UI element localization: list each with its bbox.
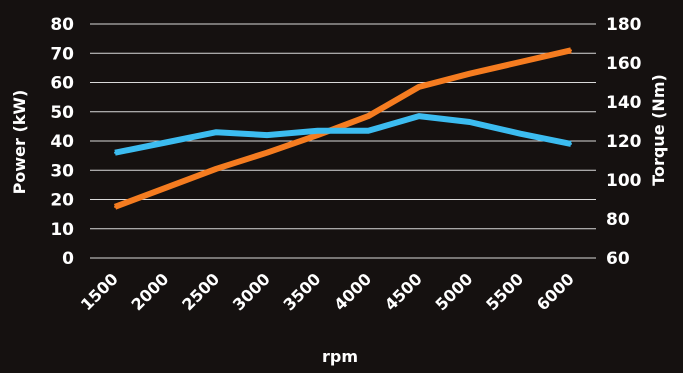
data-point bbox=[164, 141, 167, 144]
data-point bbox=[164, 186, 167, 189]
y-axis-right-title: Torque (Nm) bbox=[649, 74, 668, 186]
data-point bbox=[114, 205, 116, 208]
x-tick-label: 6000 bbox=[533, 269, 578, 314]
series-lines bbox=[113, 47, 572, 210]
x-tick-label: 3000 bbox=[229, 269, 274, 314]
x-axis-ticks: 1500 2000 2500 3000 3500 4000 4500 5000 5500 6000 bbox=[77, 269, 578, 314]
left-tick-label: 50 bbox=[50, 103, 74, 123]
right-tick-label: 60 bbox=[606, 249, 630, 269]
x-tick-label: 4000 bbox=[330, 269, 375, 314]
right-tick-label: 120 bbox=[606, 132, 642, 152]
left-axis-ticks: 0 10 20 30 40 50 60 70 80 bbox=[50, 15, 74, 269]
right-tick-label: 180 bbox=[606, 15, 642, 35]
data-point bbox=[418, 85, 420, 88]
data-point bbox=[468, 120, 471, 123]
x-axis-title: rpm bbox=[322, 347, 358, 366]
left-tick-label: 60 bbox=[50, 74, 74, 94]
data-point bbox=[519, 61, 522, 64]
data-point bbox=[367, 115, 370, 118]
data-point bbox=[570, 142, 572, 145]
left-tick-label: 30 bbox=[50, 161, 74, 181]
left-tick-label: 0 bbox=[62, 249, 74, 269]
data-point bbox=[519, 132, 522, 135]
x-tick-label: 3500 bbox=[280, 269, 325, 314]
x-tick-label: 5500 bbox=[482, 269, 527, 314]
left-tick-label: 20 bbox=[50, 191, 74, 211]
data-point bbox=[418, 115, 420, 118]
data-point bbox=[570, 49, 572, 52]
right-axis-ticks: 60 80 100 120 140 160 180 bbox=[606, 15, 642, 269]
data-point bbox=[316, 134, 319, 137]
data-point bbox=[266, 151, 268, 154]
right-tick-label: 80 bbox=[606, 210, 630, 230]
data-point bbox=[215, 167, 218, 170]
data-point bbox=[316, 129, 319, 132]
y-axis-left-title: Power (kW) bbox=[10, 90, 29, 195]
series-line-1 bbox=[113, 47, 572, 210]
right-tick-label: 100 bbox=[606, 171, 642, 191]
right-tick-label: 160 bbox=[606, 54, 642, 74]
data-point bbox=[468, 72, 471, 75]
data-point bbox=[114, 151, 116, 154]
left-tick-label: 70 bbox=[50, 44, 74, 64]
left-tick-label: 40 bbox=[50, 132, 74, 152]
x-tick-label: 4500 bbox=[381, 269, 426, 314]
left-tick-label: 80 bbox=[50, 15, 74, 35]
data-point bbox=[266, 134, 268, 137]
series-line-2 bbox=[114, 113, 572, 156]
x-tick-label: 2000 bbox=[128, 269, 173, 314]
data-point bbox=[215, 131, 218, 134]
x-tick-label: 5000 bbox=[432, 269, 477, 314]
right-tick-label: 140 bbox=[606, 93, 642, 113]
left-tick-label: 10 bbox=[50, 220, 74, 240]
data-point bbox=[367, 129, 370, 132]
x-tick-label: 1500 bbox=[77, 269, 122, 314]
x-tick-label: 2500 bbox=[178, 269, 223, 314]
